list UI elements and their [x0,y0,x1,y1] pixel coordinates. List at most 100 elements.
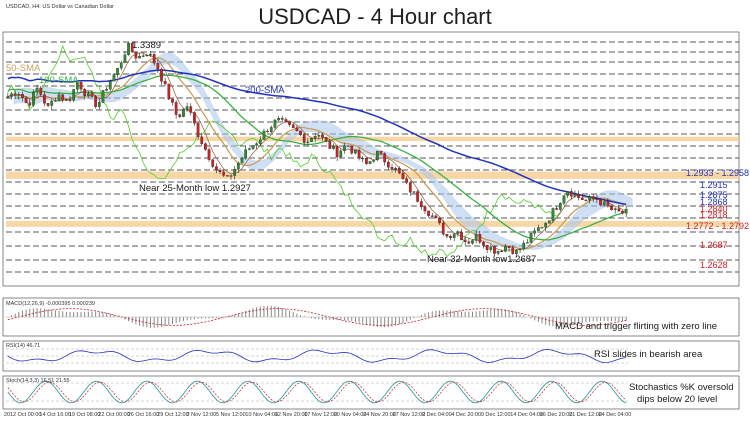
sma-200-label: 200-SMA [245,85,285,96]
candle-body [145,54,149,57]
candle-body [493,246,496,254]
candle-body [130,42,134,53]
x-tick-label: 5 Nov 12:00 [216,412,246,418]
candle-body [361,158,365,160]
candle-body [573,194,577,197]
x-tick-label: 12 Oct 00:00 [10,412,42,418]
candle-body [229,175,233,177]
candle-body [295,127,299,132]
x-tick-label: 26 Oct 16:00 [128,412,160,418]
rsi-panel [2,340,740,372]
candle-body [515,249,518,254]
candle-body [284,119,288,123]
x-tick-label: 20 Nov 04:00 [334,412,367,418]
candle-body [346,145,350,147]
candle-body [529,233,533,243]
candle-body [456,231,460,234]
candle-body [405,178,408,183]
candle-body [562,195,566,204]
candle-body [13,93,17,96]
candle-body [339,150,343,158]
level-label-1: 1.2915 [700,180,728,190]
candle-body [551,208,555,221]
candle-body [394,168,398,170]
candle-body [262,130,266,140]
candle-body [75,82,79,90]
rsi-line [7,349,627,364]
candle-body [204,143,207,150]
candle-body [160,68,163,82]
candle-body [127,42,130,56]
candle-body [383,153,387,163]
candle-body [79,82,83,90]
candle-body [185,106,189,110]
candle-body [613,208,617,210]
candle-body [54,100,57,102]
candle-body [467,241,471,244]
candle-body [35,87,39,93]
level-label-0: 1.2933 - 1.2958 [686,168,749,178]
candle-body [354,150,357,154]
candle-body [240,158,244,164]
candle-body [108,81,112,90]
candle-body [621,211,624,214]
x-tick-label: 24 Nov 20:00 [363,412,396,418]
candle-body [526,242,529,244]
x-tick-label: 14 Dec 04:00 [510,412,543,418]
candle-body [46,103,50,106]
candle-body [288,121,291,125]
level-label-3: 1.2868 [700,197,728,207]
candle-body [302,134,306,143]
candle-body [134,51,138,59]
candle-body [171,98,174,103]
candle-body [291,124,295,129]
candle-body [610,206,613,210]
macd-panel [2,297,740,337]
level-label-7: 1.2687 [700,240,728,250]
candle-body [39,87,43,95]
candle-body [471,240,474,244]
candle-body [376,150,379,161]
candle-body [258,139,262,144]
candle-body [397,168,401,174]
sma-50-label: 50-SMA [6,63,41,74]
candle-body [105,89,108,91]
cloud-band [13,52,633,251]
candle-body [558,202,562,210]
candle-body [57,94,61,101]
candle-body [591,196,595,199]
candle-body [379,150,383,154]
candle-body [537,227,540,231]
candle-body [226,175,229,177]
candle-body [324,137,328,142]
candle-body [474,234,478,241]
candle-body [21,94,24,99]
candle-body [211,159,215,167]
candle-body [390,167,394,170]
candle-body [189,106,193,113]
candle-body [255,143,258,146]
candle-body [419,201,423,208]
candle-body [580,197,584,201]
candle-body [266,130,269,133]
high-annotation: 1.3389 [132,40,161,51]
candle-body [17,94,21,96]
candle-body [427,210,430,216]
candle-body [65,99,68,101]
x-tick-label: 2 Dec 04:00 [422,412,452,418]
candle-body [152,54,156,64]
macd-annotation: MACD and trigger flirting with zero line [555,321,717,332]
candle-body [584,199,588,201]
candle-body [624,209,628,214]
candle-body [174,102,178,115]
candle-body [244,149,248,159]
level-label-5: 1.2818 [700,210,728,220]
x-tick-label: 2 Nov 12:00 [187,412,217,418]
x-tick-label: 24 Dec 04:00 [599,412,632,418]
shaded-zone-0 [6,171,739,179]
candle-body [423,206,427,212]
candle-body [251,145,255,149]
candle-body [207,149,211,160]
candle-body [116,67,119,75]
